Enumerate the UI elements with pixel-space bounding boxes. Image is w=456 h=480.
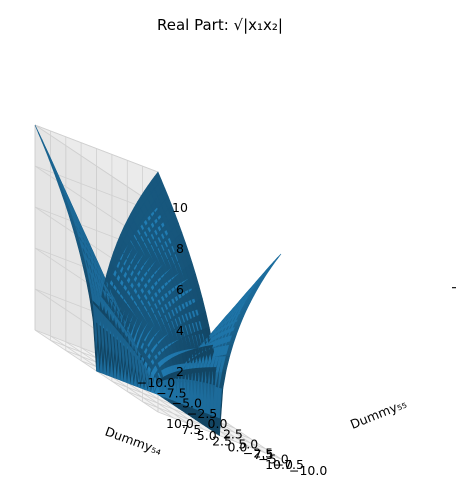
x-tick-label: −10.0 bbox=[137, 375, 175, 390]
z-tick-label: 8 bbox=[176, 241, 184, 256]
z-tick-label: 6 bbox=[176, 282, 184, 297]
y-axis-label: Dummy₅₅ bbox=[348, 396, 409, 432]
x-tick-label: 0.0 bbox=[208, 416, 228, 431]
y-tick-label: −5.0 bbox=[258, 451, 288, 466]
y-tick-label: 2.5 bbox=[212, 434, 232, 449]
z-tick-label: 2 bbox=[176, 364, 184, 379]
y-tick-label: −7.5 bbox=[274, 457, 304, 472]
x-tick-label: 10.0 bbox=[265, 457, 293, 472]
z-axis-label: f bbox=[449, 286, 456, 291]
y-tick-label: 5.0 bbox=[197, 428, 217, 443]
pane-edge bbox=[34, 124, 159, 208]
x-axis-label: Dummy₅₄ bbox=[103, 424, 164, 458]
y-tick-label: 7.5 bbox=[181, 422, 201, 437]
z-tick-label: 10 bbox=[172, 200, 188, 215]
y-tick-label: 10.0 bbox=[166, 416, 194, 431]
x-tick-label: 2.5 bbox=[223, 426, 243, 441]
surface-facet bbox=[273, 253, 282, 263]
y-tick-label: −10.0 bbox=[289, 463, 327, 478]
z-tick-label: 4 bbox=[176, 323, 184, 338]
y-tick-label: −2.5 bbox=[243, 445, 273, 460]
x-tick-label: 7.5 bbox=[254, 447, 274, 462]
pane-edge bbox=[34, 124, 159, 173]
x-tick-label: −7.5 bbox=[156, 385, 186, 400]
x-tick-label: 5.0 bbox=[238, 437, 258, 452]
tick-labels: −10.0−7.5−5.0−2.50.02.55.07.510.0−10.0−7… bbox=[137, 200, 328, 478]
y-tick-label: 0.0 bbox=[228, 440, 248, 455]
chart-title: Real Part: √|x₁x₂| bbox=[157, 16, 283, 34]
surface-mesh bbox=[34, 124, 282, 437]
x-tick-label: −5.0 bbox=[172, 396, 202, 411]
x-tick-label: −2.5 bbox=[187, 406, 217, 421]
